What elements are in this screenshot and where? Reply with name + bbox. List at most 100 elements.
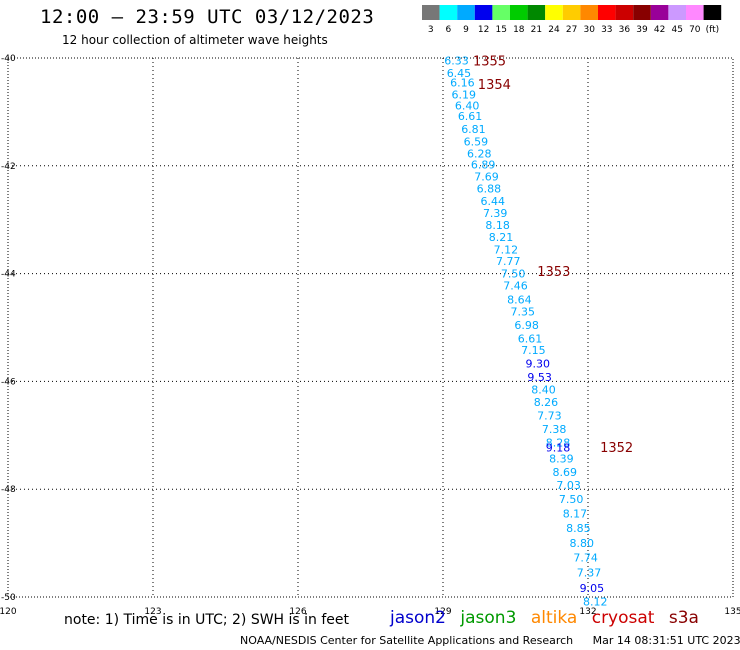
wave-height-label: 6.19 <box>452 89 477 102</box>
y-tick-label: -40 <box>1 54 16 64</box>
legend-swatch <box>422 5 440 20</box>
pass-time-label: 1354 <box>478 78 511 93</box>
wave-height-label: 7.77 <box>496 255 521 268</box>
legend-label: 24 <box>548 25 560 35</box>
footer: NOAA/NESDIS Center for Satellite Applica… <box>240 634 740 647</box>
axis-ticks: 120 123 126 129 132 135 -40 -42 -44 -46 -48 -50 <box>0 54 740 617</box>
legend-label: 21 <box>531 25 542 35</box>
legend-swatch <box>474 5 493 20</box>
wave-height-label: 9.30 <box>525 358 550 371</box>
legend-label: 6 <box>446 25 452 35</box>
wave-height-label: 7.03 <box>556 479 581 492</box>
wave-height-label: 7.50 <box>559 493 584 506</box>
legend-label: 18 <box>513 25 525 35</box>
note-text: note: 1) Time is in UTC; 2) SWH is in fe… <box>64 612 350 628</box>
wave-height-label: 9.05 <box>580 582 605 595</box>
wave-height-label: 7.50 <box>501 268 526 281</box>
pass-time-label: 1355 <box>473 55 506 70</box>
legend-label: 42 <box>654 25 665 35</box>
y-tick-label: -42 <box>1 162 16 172</box>
legend-label: 15 <box>495 25 506 35</box>
legend-swatch <box>686 5 704 20</box>
wave-height-label: 7.69 <box>474 171 499 184</box>
wave-height-label: 8.28 <box>546 436 571 449</box>
wave-height-label: 6.61 <box>458 110 483 123</box>
legend-label: 45 <box>671 25 682 35</box>
wave-height-label: 7.39 <box>483 207 508 220</box>
wave-height-label: 6.16 <box>450 76 475 89</box>
legend-swatch <box>527 5 546 20</box>
wave-height-label: 8.39 <box>549 452 574 465</box>
wave-height-label: 6.98 <box>514 319 539 332</box>
legend-label: 36 <box>619 25 631 35</box>
legend-label: (ft) <box>706 25 720 35</box>
wave-height-label: 8.80 <box>569 537 594 550</box>
legend-label: 33 <box>601 25 612 35</box>
wave-height-label: 9.53 <box>527 371 552 384</box>
legend-swatch <box>439 5 458 20</box>
satellite-cryosat: cryosat <box>591 608 655 628</box>
wave-height-label: 6.61 <box>518 332 543 345</box>
x-tick-label: 126 <box>289 607 306 617</box>
legend-label: 30 <box>583 25 595 35</box>
wave-height-label: 6.88 <box>477 182 502 195</box>
legend-swatch <box>510 5 528 20</box>
legend-swatch <box>633 5 651 20</box>
chart-grid <box>7 57 734 598</box>
page-title: 12:00 – 23:59 UTC 03/12/2023 <box>40 6 375 28</box>
color-scale-legend: 3 6 9 12 15 18 21 24 27 30 33 36 39 42 45 70 (ft) <box>422 5 722 35</box>
legend-swatch <box>492 5 510 20</box>
legend-label: 70 <box>689 25 701 35</box>
wave-height-label: 9.18 <box>546 442 571 455</box>
satellite-altika: altika <box>530 608 578 628</box>
x-tick-label: 132 <box>579 607 596 617</box>
wave-height-label: 8.69 <box>553 466 578 479</box>
legend-label: 3 <box>428 25 434 35</box>
wave-height-label: 8.40 <box>531 383 556 396</box>
pass-time-labels: 1355 1354 1353 1352 <box>473 55 633 456</box>
legend-swatch <box>668 5 686 20</box>
pass-time-label: 1353 <box>537 265 570 280</box>
wave-height-label: 8.18 <box>485 219 510 232</box>
wave-height-label: 6.89 <box>471 159 496 172</box>
legend-swatch <box>598 5 616 20</box>
wave-height-label: 6.28 <box>467 147 492 160</box>
satellite-jason2: jason2 <box>390 608 446 628</box>
wave-height-label: 6.40 <box>455 99 480 112</box>
wave-height-label: 7.35 <box>511 305 536 318</box>
wave-height-label: 6.44 <box>481 195 506 208</box>
y-tick-label: -50 <box>1 593 16 603</box>
satellite-jason3: jason3 <box>460 608 517 628</box>
satellite-legend: jason2 jason3 altika cryosat s3a <box>390 608 708 628</box>
footer-credit: NOAA/NESDIS Center for Satellite Applica… <box>240 634 574 647</box>
wave-height-label: 8.21 <box>489 231 514 244</box>
legend-swatch <box>650 5 669 20</box>
wave-height-label: 7.15 <box>521 344 546 357</box>
legend-label: 27 <box>566 25 577 35</box>
y-tick-label: -48 <box>1 485 16 495</box>
x-tick-label: 135 <box>724 607 740 617</box>
wave-height-label: 6.45 <box>447 67 472 80</box>
wave-height-label: 8.12 <box>583 595 608 608</box>
wave-height-label: 7.74 <box>573 552 598 565</box>
legend-swatch <box>703 5 722 20</box>
legend-swatch <box>615 5 634 20</box>
plot-frame <box>7 57 734 598</box>
legend-swatch <box>545 5 563 20</box>
wave-height-label: 7.12 <box>494 243 519 256</box>
wave-height-label: 8.26 <box>534 396 559 409</box>
y-tick-label: -44 <box>1 270 16 280</box>
satellite-s3a: s3a <box>668 608 699 628</box>
wave-height-label: 6.81 <box>461 123 486 136</box>
y-tick-label: -46 <box>1 377 16 387</box>
wave-height-label: 8.64 <box>507 293 532 306</box>
x-tick-label: 129 <box>434 607 451 617</box>
wave-height-label: 8.17 <box>563 507 588 520</box>
wave-height-label: 7.37 <box>577 567 602 580</box>
wave-height-label: 7.38 <box>542 423 567 436</box>
x-tick-label: 120 <box>0 607 17 617</box>
legend-label: 39 <box>636 25 648 35</box>
pass-time-label: 1352 <box>600 441 633 456</box>
page-subtitle: 12 hour collection of altimeter wave hei… <box>62 33 328 47</box>
